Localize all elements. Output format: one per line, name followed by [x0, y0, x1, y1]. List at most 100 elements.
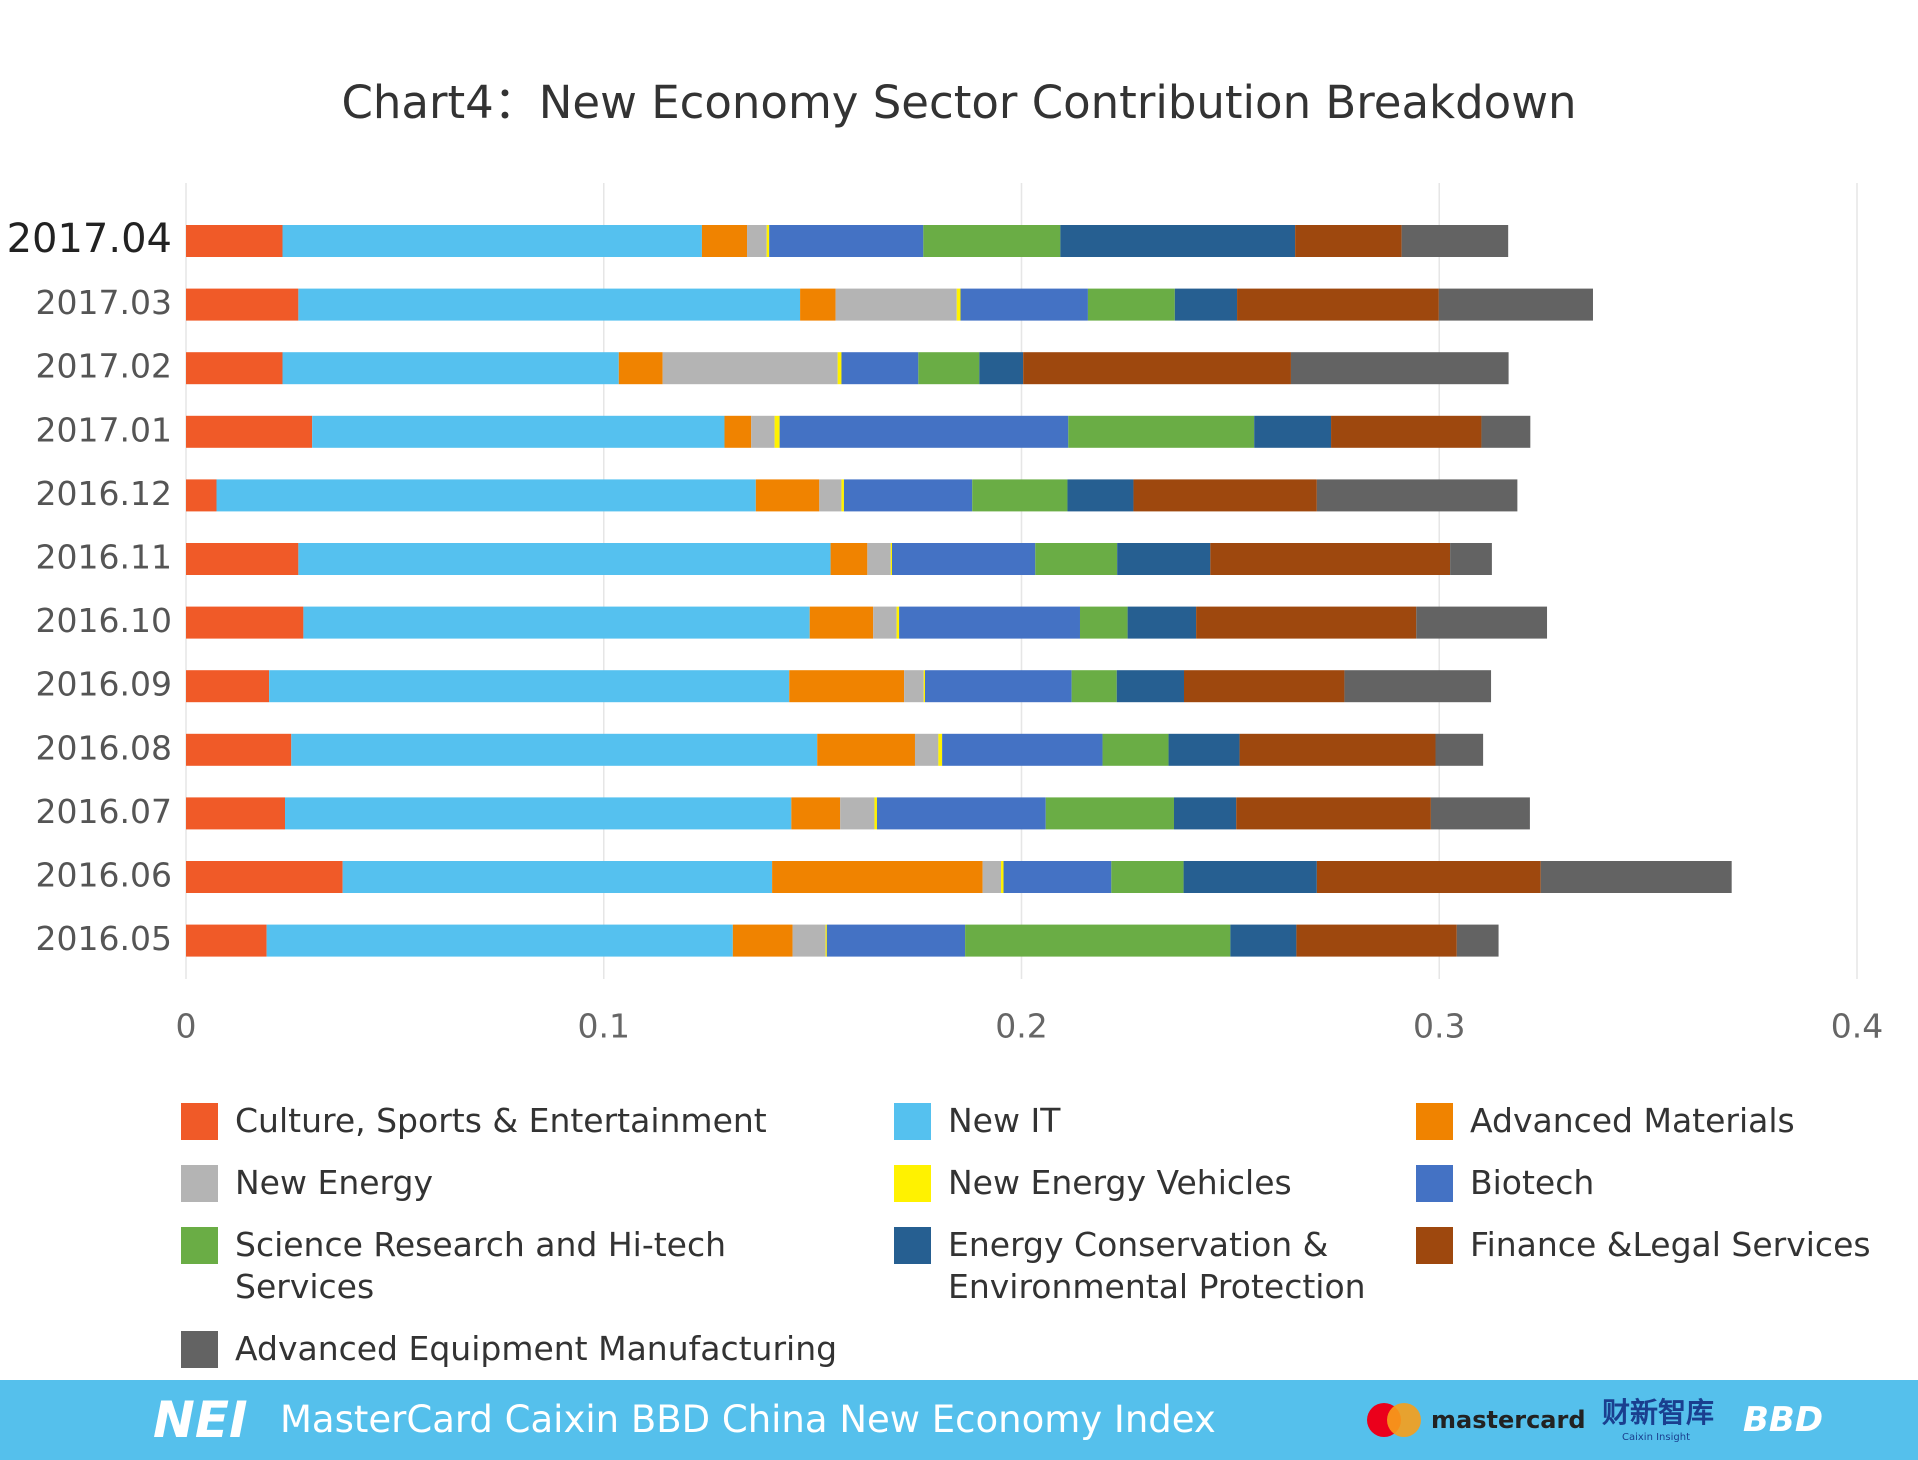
bar-segment — [1430, 797, 1530, 830]
y-tick-label: 2017.01 — [36, 410, 172, 449]
bar-segment — [899, 606, 1080, 639]
bar-segment — [186, 924, 267, 957]
bar-segment — [1111, 861, 1184, 893]
bar-segment — [1023, 352, 1291, 385]
partner: Caixin Insight — [1622, 1432, 1690, 1443]
mastercard-icon — [1367, 1403, 1421, 1437]
bar-segment — [285, 797, 792, 830]
bar-segment — [1540, 861, 1732, 893]
bar-segment — [266, 924, 733, 957]
y-tick-label: 2017.02 — [36, 347, 172, 386]
legend-swatch — [1416, 1103, 1453, 1140]
bar-segment — [186, 479, 217, 512]
bar-segment — [1481, 415, 1531, 448]
bar-segment — [938, 733, 943, 766]
bar-segment — [769, 225, 924, 257]
y-tick-label: 2016.12 — [36, 474, 172, 513]
bar-segment — [1003, 861, 1112, 893]
legend-item: Culture, Sports & Entertainment — [181, 1100, 894, 1142]
x-tick-label: 0.3 — [1413, 1007, 1465, 1046]
bar-segment — [186, 670, 270, 703]
bar-segment — [216, 479, 756, 512]
bar-segment — [843, 479, 973, 512]
bar-segment — [1435, 733, 1484, 766]
bar-segment — [342, 861, 773, 893]
bar-segment — [1133, 479, 1317, 512]
legend-label: Science Research and Hi-tech Services — [235, 1225, 727, 1306]
bar-segment — [979, 352, 1024, 385]
bar-segment — [789, 670, 905, 703]
bar-segment — [867, 543, 891, 575]
bar-segment — [904, 670, 924, 703]
legend-label: Advanced Materials — [1470, 1101, 1795, 1140]
bar-segment — [303, 606, 810, 639]
y-tick-label: 2017.03 — [36, 283, 172, 322]
bar-segment — [186, 225, 283, 257]
legend-item: Advanced Materials — [1416, 1100, 1881, 1142]
bar-segment — [1184, 670, 1345, 703]
bar-segment — [1102, 733, 1169, 766]
bar-segment — [662, 352, 838, 385]
bar-segment — [924, 670, 1072, 703]
bar-segment — [960, 288, 1088, 321]
chart-title: Chart4：New Economy Sector Contribution B… — [341, 76, 1576, 129]
bar-segment — [282, 225, 702, 257]
bar-segment — [186, 543, 299, 575]
x-tick-label: 0.4 — [1831, 1007, 1883, 1046]
bar-segment — [1071, 670, 1117, 703]
legend-label: Culture, Sports & Entertainment — [235, 1101, 767, 1140]
bar-segment — [186, 797, 286, 830]
bar-segment — [923, 225, 1061, 257]
bar-segment — [1001, 861, 1004, 893]
y-tick-label: 2016.05 — [36, 919, 172, 958]
bar-segment — [1060, 225, 1296, 257]
bar-segment — [298, 543, 831, 575]
bar-segment — [186, 733, 292, 766]
bar-segment — [186, 861, 343, 893]
bar-segment — [1456, 924, 1499, 957]
bar-segment — [1045, 797, 1174, 830]
bar-segment — [1438, 288, 1593, 321]
legend-item: Advanced Equipment Manufacturing — [181, 1328, 894, 1370]
legend-swatch — [894, 1227, 931, 1264]
bar-segment — [751, 415, 775, 448]
bar-segment — [1068, 415, 1255, 448]
y-tick-label: 2016.07 — [36, 792, 172, 831]
bar-segment — [1295, 225, 1402, 257]
bar-segment — [819, 479, 842, 512]
bar-segment — [800, 288, 836, 321]
bar-segment — [1239, 733, 1436, 766]
legend-item: Biotech — [1416, 1162, 1881, 1204]
bar-segment — [791, 797, 841, 830]
bar-segment — [1116, 670, 1185, 703]
bar-segment — [269, 670, 790, 703]
bar-segment — [186, 415, 313, 448]
bar-segment — [1416, 606, 1548, 639]
bar-segment — [1183, 861, 1317, 893]
legend-item: New IT — [894, 1100, 1416, 1142]
bar-segment — [186, 288, 299, 321]
bar-segment — [841, 352, 919, 385]
bar-segment — [1316, 861, 1541, 893]
bar-segment — [1230, 924, 1297, 957]
bar-segment — [914, 733, 939, 766]
bar-segment — [923, 670, 925, 703]
bar-segment — [918, 352, 980, 385]
bar-segment — [1331, 415, 1482, 448]
bar-segment — [779, 415, 1069, 448]
legend-label: Finance &Legal Services — [1470, 1225, 1871, 1264]
bar-segment — [298, 288, 801, 321]
bar-segment — [841, 479, 844, 512]
bar-segment — [755, 479, 820, 512]
bar-segment — [1450, 543, 1492, 575]
bar-segment — [891, 543, 1036, 575]
bar-segment — [774, 415, 780, 448]
bar-segment — [312, 415, 725, 448]
legend-item: New Energy Vehicles — [894, 1162, 1416, 1204]
bar-segment — [825, 924, 827, 957]
bar-segment — [830, 543, 868, 575]
bar-segment — [1079, 606, 1128, 639]
bar-segment — [837, 352, 842, 385]
legend-label: Biotech — [1470, 1163, 1595, 1202]
bar-segment — [766, 225, 770, 257]
